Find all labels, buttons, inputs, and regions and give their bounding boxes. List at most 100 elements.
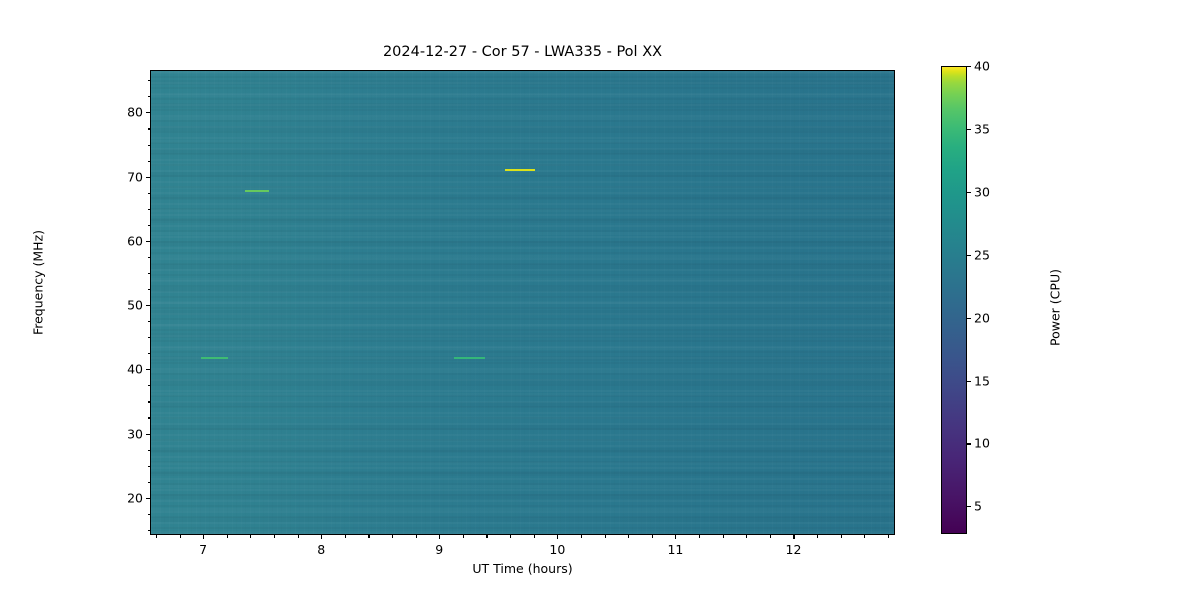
colorbar-tick-label: 10 [974, 435, 990, 451]
x-axis-minor-tick [817, 535, 819, 538]
spectrogram-image [151, 71, 894, 534]
colorbar-tick-label: 35 [974, 121, 990, 137]
y-axis-tick-label: 40 [127, 361, 143, 377]
rfi-streak-71mhz [505, 169, 535, 172]
x-axis-minor-tick [651, 535, 653, 538]
y-axis-minor-tick [147, 321, 150, 323]
colorbar-tick [967, 191, 971, 193]
y-axis-minor-tick [147, 337, 150, 339]
y-axis-major-tick [146, 369, 150, 371]
x-axis-minor-tick [250, 535, 252, 538]
colorbar-tick-label: 5 [974, 498, 982, 514]
y-axis-minor-tick [147, 529, 150, 531]
y-axis-major-tick [146, 112, 150, 114]
x-axis-tick-label: 10 [549, 542, 566, 557]
x-axis-major-tick [321, 535, 323, 539]
colorbar-tick [967, 128, 971, 130]
time-sample-stripes [151, 71, 894, 534]
channel-ripple-stripes [151, 71, 894, 534]
y-axis-minor-tick [147, 192, 150, 194]
x-axis-minor-tick [462, 535, 464, 538]
x-axis-major-tick [675, 535, 677, 539]
y-axis-tick-label: 20 [127, 490, 143, 506]
colorbar-tick-label: 20 [974, 310, 990, 326]
x-axis-major-tick [557, 535, 559, 539]
y-axis-minor-tick [147, 144, 150, 146]
colorbar-tick [967, 317, 971, 319]
page-title: 2024-12-27 - Cor 57 - LWA335 - Pol XX [382, 44, 663, 60]
x-axis-minor-tick [155, 535, 157, 538]
y-axis-tick-label: 60 [127, 233, 143, 249]
x-axis-minor-tick [580, 535, 583, 538]
rfi-streak-68mhz [245, 190, 270, 193]
x-axis-minor-tick [746, 535, 748, 538]
y-axis-minor-tick [147, 353, 150, 355]
y-axis-tick-label: 80 [127, 104, 143, 120]
y-axis-minor-tick [147, 289, 150, 291]
colorbar-tick [967, 506, 971, 508]
y-axis-tick-label: 50 [127, 297, 143, 313]
x-axis-minor-tick [344, 535, 346, 538]
colorbar-tick-label: 40 [974, 58, 990, 74]
y-axis-minor-tick [147, 385, 150, 387]
x-axis-minor-tick [415, 535, 417, 538]
colorbar-tick [967, 443, 971, 445]
colorbar-tick [967, 380, 971, 382]
x-axis-minor-tick [769, 535, 771, 538]
y-axis-minor-tick [147, 417, 150, 419]
y-axis-minor-tick [147, 481, 150, 483]
x-axis-minor-tick [226, 535, 228, 538]
colorbar-tick [967, 66, 971, 68]
y-axis-minor-tick [147, 208, 150, 210]
x-axis-minor-tick [840, 535, 842, 538]
channel-ripple-stripes-coarse [151, 71, 894, 534]
y-axis-minor-tick [147, 272, 150, 275]
x-axis-minor-tick [722, 535, 724, 538]
colorbar-label: Power (CPU) [1047, 269, 1063, 346]
x-axis-tick-label: 8 [317, 542, 326, 557]
colorbar[interactable] [941, 66, 967, 534]
y-axis-major-tick [146, 305, 150, 307]
x-axis-major-tick [439, 535, 441, 539]
y-axis-minor-tick [147, 449, 150, 451]
colorbar-tick-label: 25 [974, 247, 990, 263]
x-axis-major-tick [793, 535, 795, 539]
y-axis-minor-tick [147, 160, 150, 162]
y-axis-minor-tick [147, 401, 150, 403]
x-axis-minor-tick [533, 535, 535, 538]
rfi-streak-42mhz-early [200, 357, 228, 360]
y-axis-minor-tick [147, 513, 150, 515]
y-axis-tick-label: 70 [127, 169, 143, 185]
x-axis-minor-tick [510, 535, 512, 538]
y-axis-major-tick [146, 433, 150, 435]
y-axis-minor-tick [147, 128, 150, 130]
y-axis-minor-tick [147, 256, 150, 258]
x-axis-minor-tick [273, 535, 276, 538]
y-axis-major-tick [146, 497, 150, 499]
time-trend-gradient [151, 71, 894, 534]
x-axis-minor-tick [486, 535, 488, 538]
colorbar-tick [967, 254, 971, 256]
x-axis-minor-tick [179, 535, 181, 538]
x-axis-tick-label: 9 [435, 542, 444, 557]
x-axis-minor-tick [368, 535, 370, 538]
y-axis-minor-tick [147, 96, 150, 98]
colorbar-tick-label: 30 [974, 184, 990, 200]
x-axis-major-tick [203, 535, 205, 539]
x-axis-minor-tick [604, 535, 606, 538]
x-axis-minor-tick [699, 535, 701, 538]
colorbar-tick-label: 15 [974, 373, 990, 389]
x-axis-tick-label: 11 [667, 542, 684, 557]
y-axis-label: Frequency (MHz) [30, 229, 46, 336]
x-axis-minor-tick [887, 535, 889, 538]
colorbar-gradient [942, 67, 966, 533]
x-axis-label: UT Time (hours) [472, 561, 573, 576]
x-axis-minor-tick [297, 535, 299, 538]
y-axis-minor-tick [147, 80, 150, 82]
x-axis-tick-label: 12 [785, 542, 802, 557]
x-axis-tick-label: 7 [199, 542, 208, 557]
y-axis-tick-label: 30 [127, 426, 143, 442]
y-axis-minor-tick [147, 465, 150, 467]
spectrogram-axes[interactable] [150, 70, 895, 535]
